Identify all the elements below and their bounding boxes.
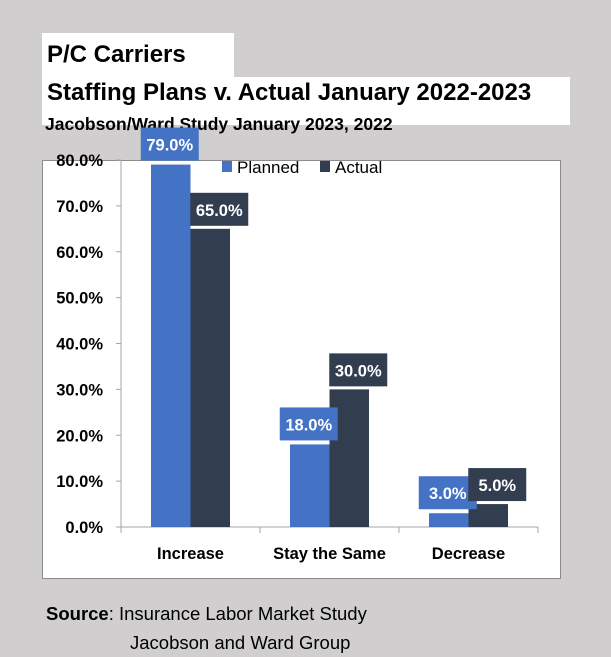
data-label: 18.0%: [285, 416, 332, 434]
data-label-box: [140, 127, 199, 161]
data-label: 65.0%: [196, 202, 243, 220]
source-label: Source: [46, 603, 109, 624]
source-text: : Insurance Labor Market Study: [108, 603, 367, 624]
data-label: 3.0%: [429, 485, 467, 503]
data-label-box: [468, 468, 527, 502]
bar-planned: [151, 164, 191, 527]
data-label-box: [329, 353, 388, 387]
y-tick-label: 50.0%: [56, 290, 103, 308]
bar-actual: [468, 504, 508, 527]
chart-subtitle: Jacobson/Ward Study January 2023, 2022: [45, 114, 393, 134]
data-label-box: [279, 407, 338, 441]
data-label: 5.0%: [478, 477, 516, 495]
y-tick-label: 10.0%: [56, 473, 103, 491]
y-tick-label: 30.0%: [56, 381, 103, 399]
y-tick-label: 80.0%: [56, 152, 103, 170]
legend-swatch-actual: [320, 161, 330, 172]
y-tick-label: 60.0%: [56, 244, 103, 262]
source-line2: Jacobson and Ward Group: [130, 632, 351, 653]
bar-planned: [290, 444, 330, 527]
legend-swatch-planned: [222, 161, 232, 172]
chart-title-line2: Staffing Plans v. Actual January 2022-20…: [42, 77, 570, 125]
source-line1: Source: Insurance Labor Market Study: [46, 603, 367, 625]
x-tick-label: Increase: [157, 545, 224, 563]
bar-planned: [429, 513, 469, 527]
bar-actual: [190, 228, 230, 527]
legend-label-planned: Planned: [237, 158, 299, 177]
y-tick-label: 70.0%: [56, 198, 103, 216]
y-tick-label: 20.0%: [56, 427, 103, 445]
y-tick-label: 40.0%: [56, 336, 103, 354]
y-tick-label: 0.0%: [65, 519, 103, 537]
chart-title-line1: P/C Carriers: [42, 33, 234, 77]
x-tick-label: Stay the Same: [273, 545, 386, 563]
x-tick-label: Decrease: [432, 545, 505, 563]
data-label-box: [418, 476, 477, 510]
data-label: 30.0%: [335, 362, 382, 380]
legend-label-actual: Actual: [335, 158, 382, 177]
data-label-box: [190, 192, 249, 226]
data-label: 79.0%: [146, 137, 193, 155]
